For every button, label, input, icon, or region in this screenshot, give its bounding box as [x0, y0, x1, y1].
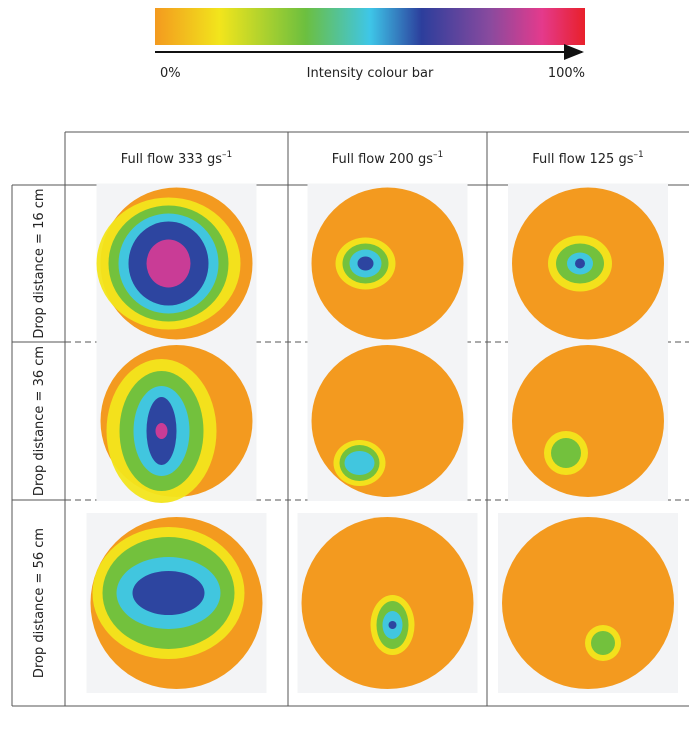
row-header: Drop distance = 16 cm	[32, 188, 47, 338]
intensity-blob	[389, 621, 397, 629]
header-text: Full flow 125 gs	[532, 152, 633, 167]
row-header: Drop distance = 36 cm	[32, 346, 47, 496]
intensity-blob	[133, 571, 205, 615]
intensity-blob	[156, 423, 168, 439]
intensity-blob	[591, 631, 615, 655]
row-header: Drop distance = 56 cm	[32, 528, 47, 678]
colour-bar	[155, 8, 585, 45]
intensity-blob	[575, 259, 585, 269]
figure: 0% Intensity colour bar 100% Full flow 3…	[0, 0, 689, 733]
intensity-map	[312, 345, 464, 497]
column-header: Full flow 333 gs–1	[121, 150, 232, 167]
header-sup: –1	[222, 150, 232, 160]
intensity-blob	[345, 451, 375, 475]
column-header: Full flow 125 gs–1	[532, 150, 643, 167]
intensity-blob	[551, 438, 581, 468]
colour-bar-label: Intensity colour bar	[307, 66, 434, 81]
header-sup: –1	[634, 150, 644, 160]
intensity-blob	[358, 257, 374, 271]
min-label: 0%	[160, 66, 181, 81]
intensity-map	[512, 345, 664, 497]
intensity-blob	[147, 240, 191, 288]
max-label: 100%	[548, 66, 585, 81]
header-text: Full flow 333 gs	[121, 152, 222, 167]
header-text: Full flow 200 gs	[332, 152, 433, 167]
column-header: Full flow 200 gs–1	[332, 150, 443, 167]
header-sup: –1	[433, 150, 443, 160]
intensity-map	[502, 517, 674, 689]
